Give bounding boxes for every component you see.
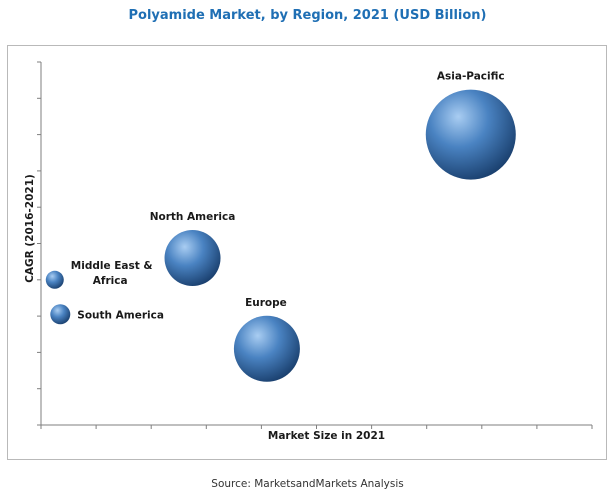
bubble-label-europe: Europe (245, 297, 287, 309)
bubble-asia-pacific (425, 89, 516, 180)
y-axis-label: CAGR (2016-2021) (24, 174, 36, 283)
bubble-label-north-america: North America (150, 211, 236, 223)
bubble-label-south-america: South America (77, 309, 164, 321)
bubble-north-america (164, 230, 221, 287)
x-axis-label: Market Size in 2021 (268, 430, 385, 442)
source-note: Source: MarketsandMarkets Analysis (211, 478, 404, 490)
chart-title: Polyamide Market, by Region, 2021 (USD B… (128, 8, 487, 23)
bubble-europe (233, 315, 300, 382)
bubble-labels-layer: Asia-Pacific North America Europe Middle Ea… (71, 71, 505, 322)
bubble-label-asia-pacific: Asia-Pacific (437, 71, 505, 83)
bubble-label-middle-east-africa: Middle East & Africa (71, 260, 153, 287)
bubble-middle-east-africa (45, 270, 64, 289)
chart-frame (7, 45, 607, 460)
bubble-south-america (50, 304, 71, 325)
bubbles-layer (45, 89, 516, 382)
axes (37, 61, 593, 429)
